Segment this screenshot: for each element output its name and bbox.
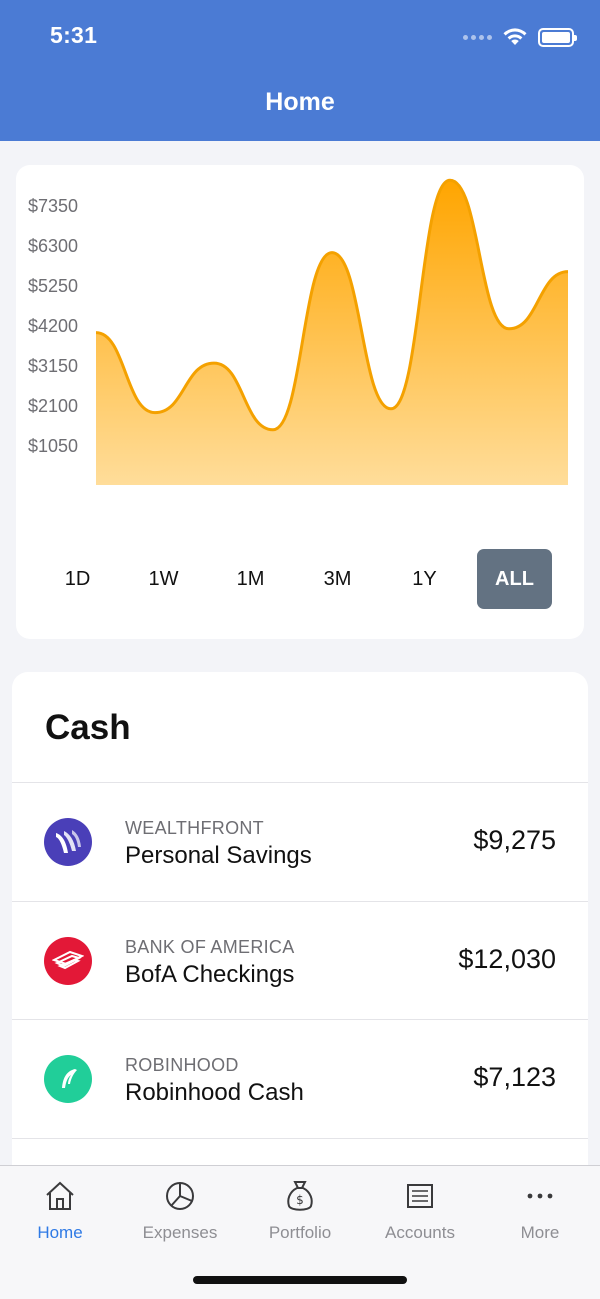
list-icon — [407, 1184, 433, 1208]
account-name: BofA Checkings — [125, 961, 295, 988]
range-button-3m[interactable]: 3M — [323, 567, 352, 590]
chart-series-line — [95, 178, 569, 432]
home-indicator — [193, 1276, 407, 1284]
robinhood-logo-icon — [44, 1055, 92, 1103]
y-tick-label: $7350 — [28, 196, 78, 216]
house-icon — [46, 1181, 74, 1210]
chart-area-fill — [96, 180, 568, 485]
y-tick-label: $6300 — [28, 236, 78, 256]
wealthfront-logo-icon — [44, 818, 92, 866]
account-row-robinhood[interactable]: ROBINHOOD Robinhood Cash $7,123 — [12, 1020, 588, 1138]
account-name: Robinhood Cash — [125, 1079, 304, 1106]
more-dots-icon — [527, 1193, 553, 1199]
account-institution: BANK OF AMERICA — [125, 937, 295, 957]
svg-text:$: $ — [296, 1193, 304, 1207]
tab-label: Accounts — [385, 1223, 455, 1242]
divider — [12, 782, 588, 783]
range-button-1w[interactable]: 1W — [148, 567, 179, 590]
page-title: Home — [265, 88, 335, 116]
account-institution: ROBINHOOD — [125, 1055, 239, 1075]
divider — [12, 1138, 588, 1139]
tab-expenses[interactable]: Expenses — [120, 1166, 240, 1256]
time-range-selector: 1D 1W 1M 3M 1Y ALL — [16, 549, 584, 609]
balance-chart-card: $1050 $2100 $3150 $4200 $5250 $6300 $7350 1D 1… — [16, 165, 584, 639]
account-balance: $12,030 — [458, 944, 556, 974]
tab-home[interactable]: Home — [0, 1166, 120, 1256]
range-button-1d[interactable]: 1D — [64, 567, 91, 590]
bank-of-america-logo-icon — [44, 937, 92, 985]
section-title: Cash — [45, 708, 131, 747]
divider — [12, 1019, 588, 1020]
pie-chart-icon — [166, 1182, 194, 1210]
account-name: Personal Savings — [125, 842, 312, 869]
cash-section: Cash WEALTHFRONT Personal Savings $9,275… — [12, 672, 588, 1192]
y-tick-label: $3150 — [28, 356, 78, 376]
navigation-header: 5:31 Home — [0, 0, 600, 141]
y-tick-label: $1050 — [28, 436, 78, 456]
y-tick-label: $5250 — [28, 276, 78, 296]
tab-accounts[interactable]: Accounts — [360, 1166, 480, 1256]
status-time: 5:31 — [50, 22, 98, 48]
y-tick-label: $4200 — [28, 316, 78, 336]
account-row-wealthfront[interactable]: WEALTHFRONT Personal Savings $9,275 — [12, 783, 588, 901]
range-button-1m[interactable]: 1M — [236, 567, 265, 590]
divider — [12, 901, 588, 902]
range-button-all[interactable]: ALL — [477, 549, 552, 609]
tab-label: Expenses — [142, 1223, 218, 1242]
wifi-icon — [503, 28, 527, 45]
tab-more[interactable]: More — [480, 1166, 600, 1256]
account-balance: $7,123 — [473, 1062, 556, 1092]
tab-portfolio[interactable]: $ Portfolio — [240, 1166, 360, 1256]
tab-label: More — [520, 1223, 560, 1242]
tab-label: Home — [37, 1223, 83, 1242]
y-tick-label: $2100 — [28, 396, 78, 416]
account-row-bank-of-america[interactable]: BANK OF AMERICA BofA Checkings $12,030 — [12, 902, 588, 1020]
money-bag-icon: $ — [287, 1181, 313, 1211]
battery-icon — [538, 27, 577, 47]
balance-area-chart: $1050 $2100 $3150 $4200 $5250 $6300 $7350 — [28, 178, 569, 485]
account-balance: $9,275 — [473, 825, 556, 855]
range-button-1y[interactable]: 1Y — [412, 567, 437, 590]
account-institution: WEALTHFRONT — [125, 818, 264, 838]
cellular-signal-icon — [463, 34, 492, 40]
tab-label: Portfolio — [268, 1223, 332, 1242]
status-indicators — [463, 24, 577, 50]
